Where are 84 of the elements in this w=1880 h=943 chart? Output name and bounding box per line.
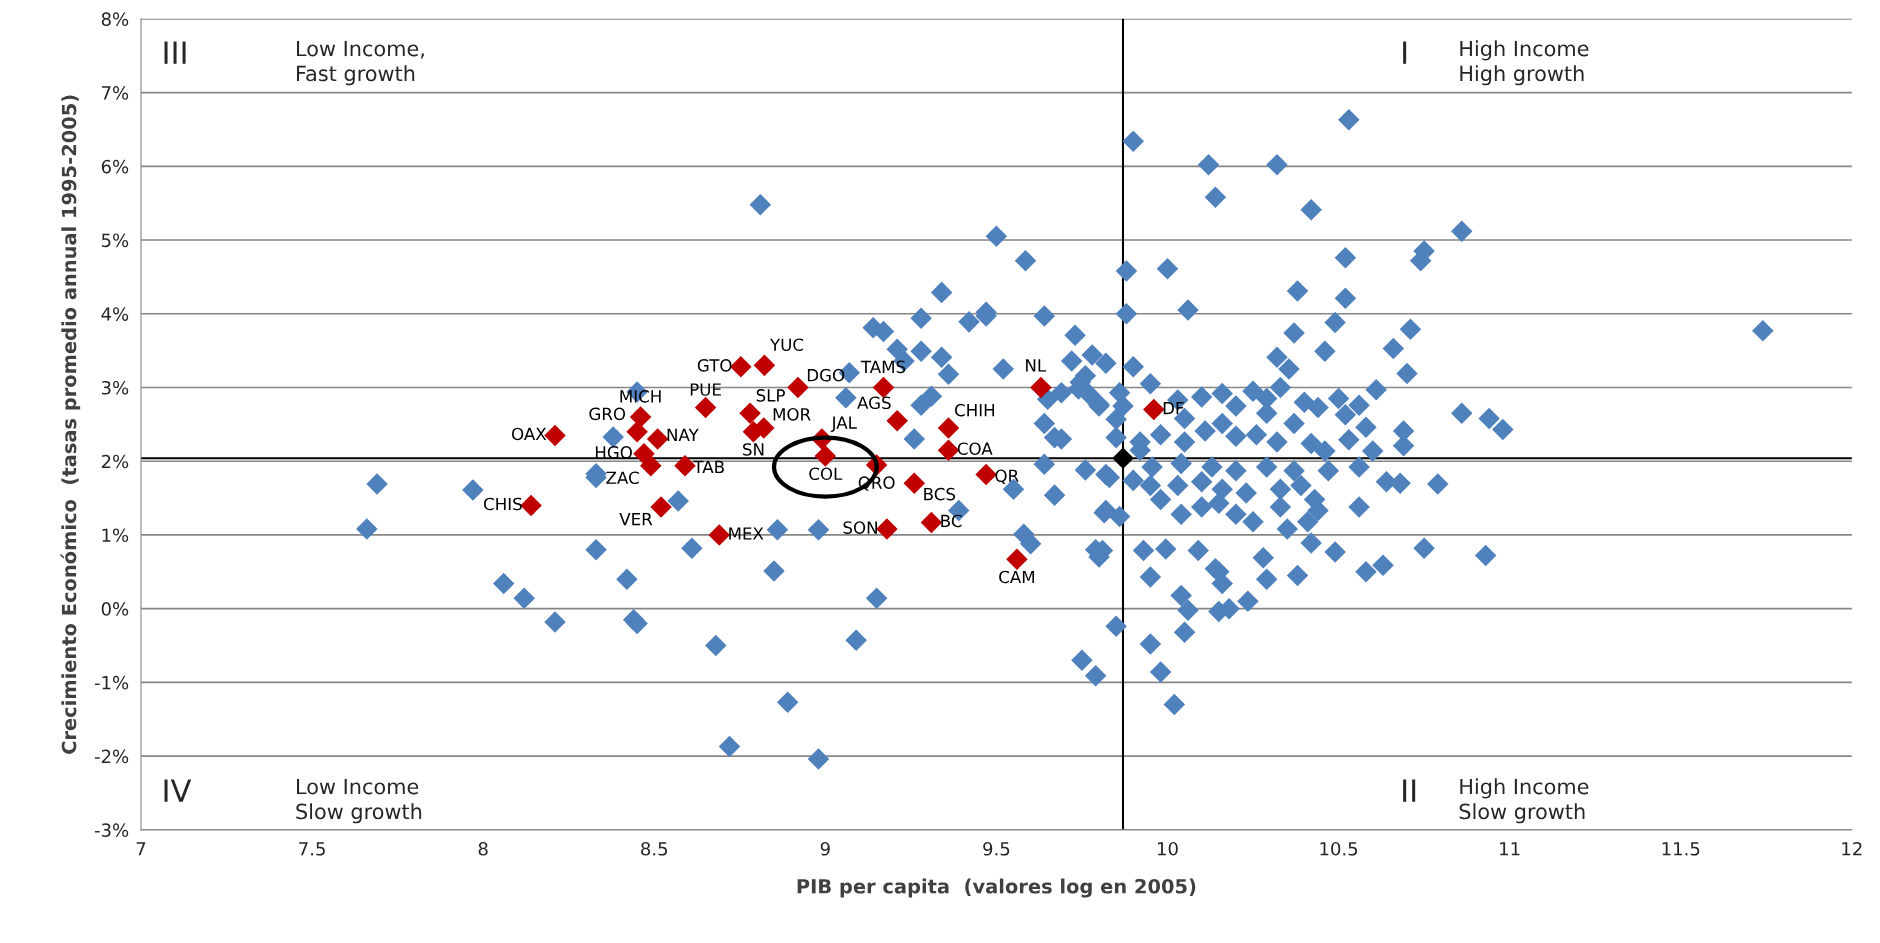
point [544, 424, 566, 447]
data-label: YUC [769, 338, 804, 352]
point [787, 376, 809, 399]
point [1030, 376, 1052, 399]
x-tick-label: 7.5 [299, 842, 325, 856]
data-label: SN [743, 443, 764, 456]
y-tick-label: 2% [101, 454, 129, 469]
x-tick-label: 7 [136, 842, 146, 856]
annotation: I [1403, 41, 1407, 64]
point [814, 445, 837, 467]
data-label: CHIS [483, 497, 522, 511]
point [640, 454, 662, 477]
data-label: MEX [729, 527, 764, 540]
data-label: GTO [697, 359, 732, 372]
point [739, 402, 761, 425]
x-tick-label: 8 [478, 841, 488, 856]
x-tick-label: 12 [1842, 841, 1862, 856]
data-label: VER [619, 512, 653, 526]
point [975, 463, 997, 486]
point [876, 518, 898, 540]
x-tick-label: 10.5 [1320, 841, 1358, 856]
data-label: COA [957, 442, 993, 455]
annotation: High Income High growth [1460, 40, 1589, 86]
annotation: Low Income Slow growth [296, 778, 422, 824]
data-label: NL [1026, 359, 1047, 372]
data-label: JAL [830, 416, 857, 433]
point [753, 354, 776, 377]
x-tick-label: 8.5 [641, 841, 668, 856]
y-tick-label: -1% [94, 675, 129, 690]
point [1112, 447, 1134, 470]
y-tick-label: 8% [101, 12, 129, 26]
data-label: DGO [807, 368, 845, 382]
data-label: NAY [667, 428, 699, 441]
data-label: PUE [690, 383, 721, 396]
data-label: SON [843, 521, 877, 534]
point [520, 494, 542, 517]
y-tick-label: 6% [101, 159, 129, 174]
point [650, 496, 672, 518]
y-axis-title: Crecimiento Económico (tasas promedio annual 1995-2005) [60, 95, 81, 754]
annotation: II [1403, 779, 1416, 802]
point [937, 417, 960, 439]
data-label: SLP [756, 389, 785, 402]
point [708, 524, 731, 546]
data-label: COL [809, 467, 843, 481]
y-tick-label: 7% [102, 86, 129, 100]
annotation: High Income Slow growth [1459, 778, 1589, 824]
annotation: Low Income, Fast growth [297, 40, 424, 86]
data-label: MOR [773, 408, 811, 421]
y-tick-label: 5% [101, 233, 129, 248]
data-label: BC [941, 514, 962, 528]
y-tick-label: 4% [101, 307, 129, 321]
point [629, 406, 652, 428]
point [886, 409, 908, 432]
y-tick-label: 0% [101, 602, 129, 616]
x-tick-label: 11 [1500, 842, 1520, 856]
x-tick-label: 9 [820, 841, 830, 856]
data-label: HGO [595, 446, 632, 459]
y-tick-label: -3% [94, 823, 129, 837]
point [626, 420, 648, 443]
point [1143, 398, 1165, 421]
point [646, 428, 669, 450]
x-tick-label: 9.5 [983, 841, 1010, 856]
data-label: CAM [999, 570, 1035, 584]
data-label: TAB [693, 460, 724, 474]
point [694, 396, 717, 419]
y-tick-label: -2% [94, 749, 129, 764]
data-label: AGS [857, 396, 891, 410]
point [903, 472, 926, 495]
x-tick-label: 10 [1157, 841, 1178, 856]
data-label: BCS [924, 487, 956, 501]
annotation: III [164, 41, 186, 64]
y-tick-label: 3% [101, 380, 129, 395]
x-tick-label: 11.5 [1662, 842, 1700, 856]
point [1006, 548, 1028, 571]
data-label: CHIH [954, 403, 995, 417]
annotation: IV [164, 779, 192, 802]
data-label: QR [995, 469, 1019, 485]
data-label: ZAC [606, 471, 639, 485]
point [920, 511, 943, 534]
data-label: OAX [511, 427, 547, 441]
data-label: GRO [589, 407, 626, 421]
y-tick-label: 1% [102, 528, 129, 543]
point [730, 356, 752, 378]
x-axis-title: PIB per capita (valores log en 2005) [797, 878, 1196, 898]
